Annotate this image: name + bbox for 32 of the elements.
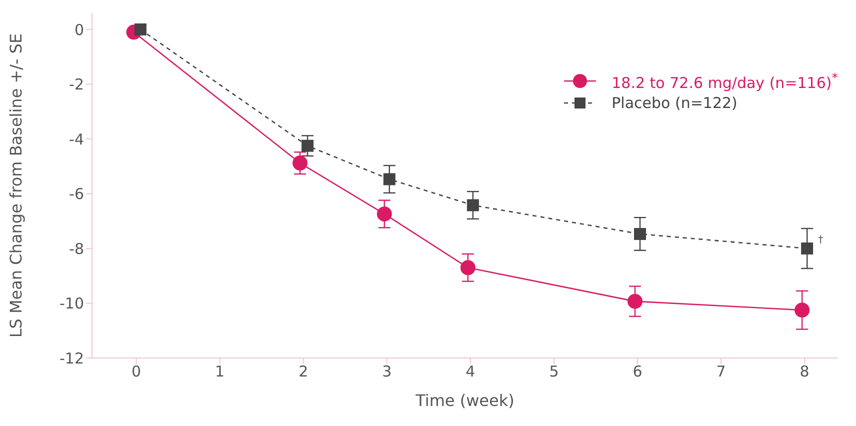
y-tick-label: -10: [60, 294, 84, 313]
point: [466, 199, 479, 212]
x-tick-label: 2: [298, 362, 308, 381]
point: [302, 140, 314, 152]
x-tick-label: 6: [632, 362, 642, 381]
point: [376, 206, 392, 222]
y-tick-label: 0: [74, 20, 84, 39]
point: [628, 294, 642, 309]
legend-label: 18.2 to 72.6 mg/day (n=116)$^{*}$: [612, 70, 838, 92]
x-tick-label: 7: [716, 362, 726, 381]
y-axis-title: LS Mean Change from Baseline +/- SE: [6, 33, 26, 338]
point: [383, 173, 396, 186]
y-tick-label: -4: [69, 130, 84, 148]
point: [794, 302, 810, 318]
point: [460, 260, 476, 276]
point: [134, 23, 146, 36]
x-tick-label: 5: [549, 362, 559, 381]
x-tick-label: 8: [800, 362, 810, 381]
x-axis-title: Time (week): [414, 391, 514, 410]
y-tick-label: -2: [69, 76, 84, 94]
y-tick-label: -6: [69, 185, 84, 204]
legend-label: Placebo (n=122): [612, 94, 738, 112]
x-tick-label: 4: [466, 362, 476, 381]
x-tick-label: 1: [215, 362, 225, 381]
point: [801, 242, 814, 254]
y-tick-label: -8: [69, 240, 84, 258]
x-tick-label: 3: [382, 362, 392, 381]
annotation: †: [818, 234, 824, 246]
point: [292, 156, 308, 171]
point: [634, 228, 646, 240]
y-tick-label: -12: [60, 349, 84, 368]
x-tick-label: 0: [132, 362, 142, 381]
